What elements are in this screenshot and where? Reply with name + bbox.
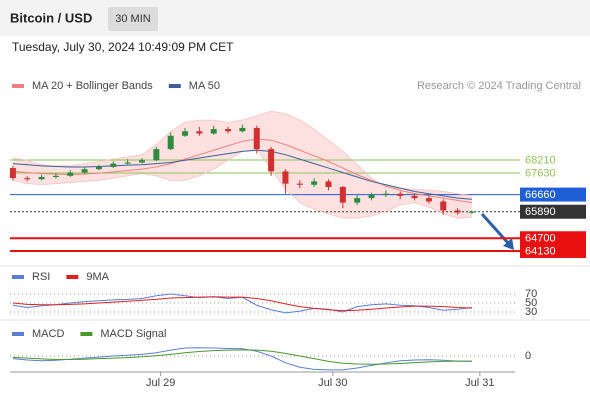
source: Research © 2024 Trading Central	[417, 80, 581, 92]
candle-body	[67, 172, 74, 176]
candle-body	[282, 171, 289, 184]
y-tick-label: 50	[525, 297, 537, 309]
ma-line	[12, 138, 473, 204]
candle-body	[397, 193, 404, 196]
candle-body	[24, 178, 31, 180]
title: Bitcoin / USD	[10, 10, 92, 25]
candle-body	[411, 195, 418, 199]
interval: 30 MIN	[115, 13, 151, 25]
candle-body	[153, 149, 160, 161]
indicator-line	[12, 296, 472, 312]
y-tick-label: 0	[525, 350, 531, 362]
candle-body	[9, 168, 16, 179]
candle-body	[225, 129, 232, 132]
interval-box	[108, 7, 158, 31]
legend-label: MA 50	[189, 80, 220, 92]
bollinger-upper	[12, 110, 473, 197]
candle-body	[454, 210, 461, 213]
candle-body	[268, 149, 275, 172]
level-tag	[520, 204, 586, 219]
candle-body	[382, 193, 389, 195]
legend-swatch	[12, 332, 24, 336]
legend-label: RSI	[32, 271, 50, 283]
y-tick-label: 30	[525, 306, 537, 318]
candle-body	[138, 160, 145, 163]
candle-body	[440, 201, 447, 211]
legend-label: MACD	[32, 328, 64, 340]
level-tag	[520, 243, 586, 258]
legend-label: 9MA	[86, 271, 109, 283]
timestamp: Tuesday, July 30, 2024 10:49:09 PM CET	[12, 40, 234, 54]
level-label: 64130	[525, 245, 556, 257]
legend-label: MACD Signal	[100, 328, 166, 340]
candle-body	[81, 169, 88, 173]
level-tag	[520, 231, 586, 246]
bollinger-lower	[12, 148, 472, 219]
level-label: 65890	[525, 206, 556, 218]
candle-body	[239, 127, 246, 132]
x-tick-label: Jul 30	[318, 377, 347, 389]
candle-body	[368, 194, 375, 199]
y-tick-label: 70	[525, 288, 537, 300]
indicator-line	[12, 349, 472, 365]
candle-body	[311, 181, 318, 185]
x-tick-label: Jul 31	[465, 377, 494, 389]
legend-swatch	[168, 84, 181, 88]
level-label: 66660	[525, 189, 556, 201]
candle-body	[182, 131, 189, 136]
legend-swatch	[12, 84, 24, 88]
candle-body	[296, 183, 303, 185]
legend-swatch	[66, 275, 79, 279]
legend-label: MA 20 + Bollinger Bands	[32, 80, 153, 92]
header-bar	[0, 0, 590, 36]
candle-body	[38, 176, 45, 180]
level-label: 67630	[525, 167, 556, 179]
legend-swatch	[80, 332, 93, 336]
candle-body	[124, 162, 131, 164]
x-tick-label: Jul 29	[146, 377, 175, 389]
level-tag	[520, 187, 586, 202]
ma-line	[12, 149, 472, 200]
candle-body	[468, 211, 475, 213]
level-label: 64700	[525, 233, 556, 245]
candle-body	[196, 131, 203, 134]
bollinger-band	[12, 111, 472, 219]
candle-body	[95, 166, 102, 170]
level-label: 68210	[525, 154, 556, 166]
candle-body	[167, 135, 174, 150]
candle-body	[52, 175, 59, 177]
candle-body	[354, 198, 361, 203]
candle-body	[339, 187, 346, 203]
candle-body	[253, 127, 260, 150]
indicator-line	[12, 347, 472, 371]
candle-body	[425, 198, 432, 202]
candle-body	[210, 129, 217, 134]
legend-swatch	[12, 275, 24, 279]
candle-body	[325, 181, 332, 187]
forecast-arrow-head	[503, 238, 514, 250]
candle-body	[110, 163, 117, 167]
